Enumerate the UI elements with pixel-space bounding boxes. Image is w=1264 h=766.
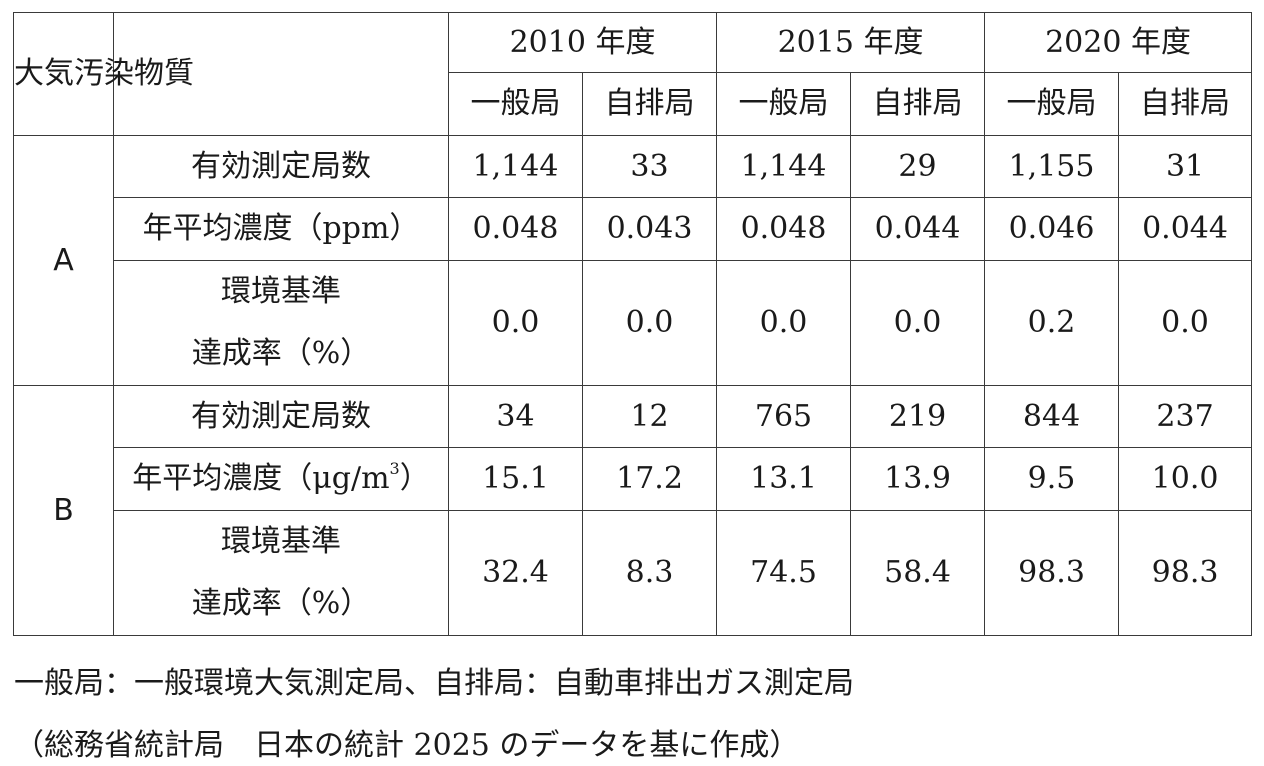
value-cell: 765 — [716, 385, 852, 448]
value-cell: 0.0 — [1118, 260, 1253, 386]
value-cell: 10.0 — [1118, 447, 1253, 511]
blank-header-cell — [113, 12, 449, 136]
value-cell: 1,144 — [448, 135, 583, 198]
value-cell: 31 — [1118, 135, 1253, 198]
year-header-2010: 2010 年度 — [447, 12, 718, 73]
value-cell: 0.048 — [716, 197, 852, 261]
row-label-station-count: 有効測定局数 — [113, 135, 449, 198]
station-type-header: 一般局 — [716, 72, 852, 136]
station-type-header: 自排局 — [581, 72, 718, 136]
value-cell: 98.3 — [1118, 510, 1253, 636]
value-cell: 0.0 — [581, 260, 718, 386]
row-label-attainment-rate: 環境基準達成率（%） — [113, 260, 449, 386]
value-cell: 34 — [448, 385, 583, 448]
station-type-header: 一般局 — [984, 72, 1120, 136]
station-type-header: 自排局 — [850, 72, 986, 136]
value-cell: 74.5 — [716, 510, 852, 636]
annual-mean-label-prefix: 年平均濃度（μg/m — [132, 461, 390, 496]
value-cell: 0.046 — [984, 197, 1120, 261]
station-type-header: 一般局 — [448, 72, 583, 136]
value-cell: 13.1 — [716, 447, 852, 511]
value-cell: 844 — [984, 385, 1120, 448]
value-cell: 0.0 — [850, 260, 986, 386]
station-type-header: 自排局 — [1118, 72, 1253, 136]
value-cell: 32.4 — [448, 510, 583, 636]
value-cell: 17.2 — [581, 447, 718, 511]
year-header-2020: 2020 年度 — [984, 12, 1253, 73]
attainment-label-line1: 環境基準 — [221, 524, 341, 559]
pollutant-column-header: 大気汚染物質 — [13, 12, 194, 136]
pollutant-label-a: A — [13, 135, 114, 386]
value-cell: 1,144 — [716, 135, 852, 198]
value-cell: 0.0 — [448, 260, 583, 386]
value-cell: 0.043 — [581, 197, 718, 261]
value-cell: 0.044 — [1118, 197, 1253, 261]
value-cell: 0.2 — [984, 260, 1120, 386]
pollutant-label-b: B — [13, 385, 114, 636]
attainment-label-line1: 環境基準 — [221, 274, 341, 309]
row-label-station-count: 有効測定局数 — [113, 385, 449, 448]
value-cell: 0.044 — [850, 197, 986, 261]
value-cell: 1,155 — [984, 135, 1120, 198]
value-cell: 8.3 — [581, 510, 718, 636]
value-cell: 33 — [581, 135, 718, 198]
value-cell: 219 — [850, 385, 986, 448]
value-cell: 9.5 — [984, 447, 1120, 511]
value-cell: 13.9 — [850, 447, 986, 511]
row-label-annual-mean: 年平均濃度（ppm） — [113, 197, 449, 261]
value-cell: 0.0 — [716, 260, 852, 386]
source-note: （総務省統計局 日本の統計 2025 のデータを基に作成） — [14, 728, 800, 763]
air-pollution-table: 大気汚染物質 2010 年度 2015 年度 2020 年度 一般局 自排局 一… — [13, 12, 1253, 636]
value-cell: 12 — [581, 385, 718, 448]
attainment-label-line2: 達成率（%） — [191, 586, 371, 621]
year-header-2015: 2015 年度 — [716, 12, 986, 73]
value-cell: 0.048 — [448, 197, 583, 261]
attainment-label-line2: 達成率（%） — [191, 336, 371, 371]
value-cell: 15.1 — [448, 447, 583, 511]
value-cell: 98.3 — [984, 510, 1120, 636]
row-label-annual-mean: 年平均濃度（μg/m3） — [113, 447, 449, 511]
annual-mean-label-suffix: ） — [399, 461, 430, 496]
row-label-attainment-rate: 環境基準達成率（%） — [113, 510, 449, 636]
legend-note: 一般局：一般環境大気測定局、自排局：自動車排出ガス測定局 — [14, 666, 854, 701]
value-cell: 29 — [850, 135, 986, 198]
value-cell: 237 — [1118, 385, 1253, 448]
value-cell: 58.4 — [850, 510, 986, 636]
unit-superscript: 3 — [389, 459, 400, 478]
